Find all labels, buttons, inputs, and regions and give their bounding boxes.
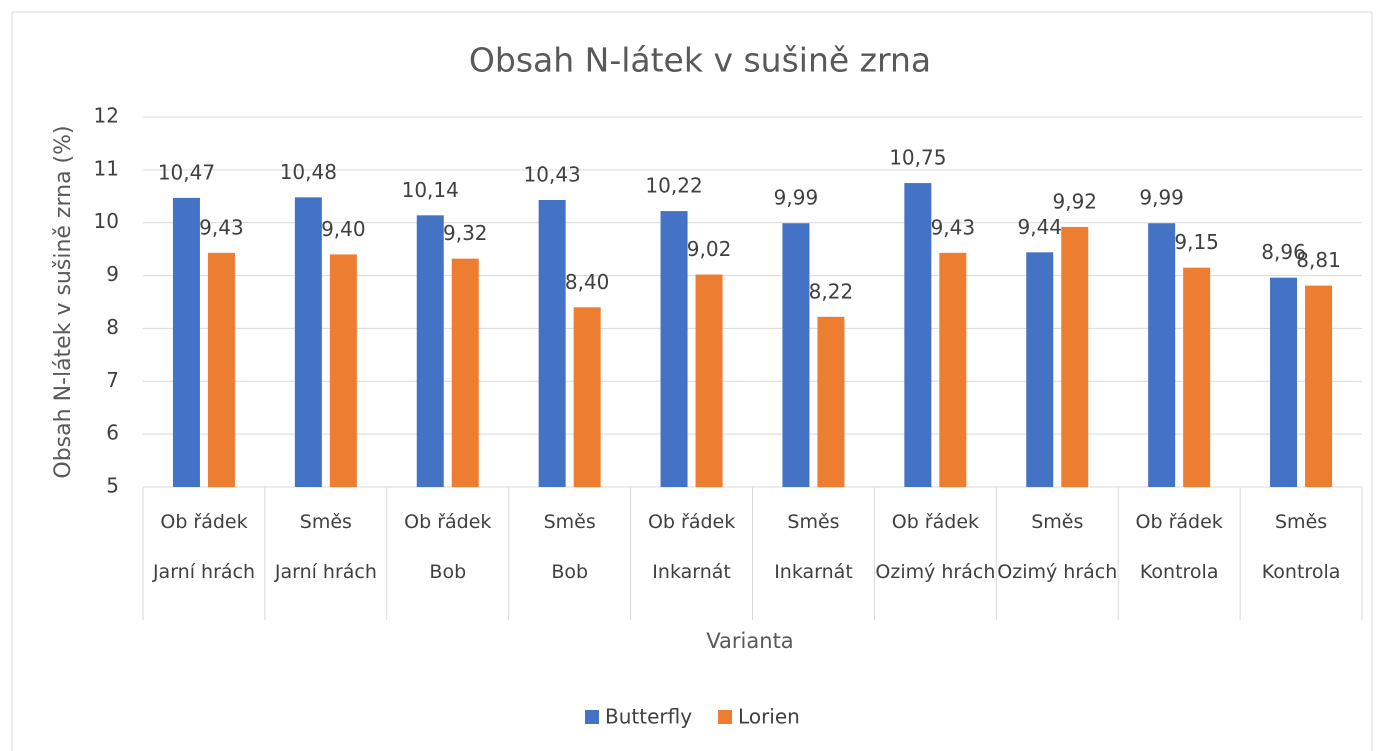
data-label: 9,02 xyxy=(687,237,732,261)
y-tick-label: 12 xyxy=(94,104,119,128)
bar xyxy=(1270,277,1298,487)
x-group-label: Kontrola xyxy=(1139,561,1219,583)
bar xyxy=(782,223,810,487)
x-group-label: Ozimý hrách xyxy=(997,561,1118,583)
data-label: 9,40 xyxy=(321,217,366,241)
data-label: 8,40 xyxy=(565,270,610,294)
data-label: 9,43 xyxy=(931,215,976,239)
bar xyxy=(294,197,322,488)
data-label: 8,22 xyxy=(809,279,854,303)
bar xyxy=(1183,267,1211,487)
data-label: 8,96 xyxy=(1261,240,1306,264)
x-tick-label: Směs xyxy=(299,511,352,533)
y-axis-label: Obsah N-látek v sušině zrna (%) xyxy=(51,125,76,478)
bar xyxy=(817,316,845,487)
x-tick-label: Ob řádek xyxy=(404,511,492,533)
bar xyxy=(1061,226,1089,487)
data-label: 10,22 xyxy=(645,174,702,198)
bar xyxy=(451,258,479,487)
bar xyxy=(695,274,723,487)
x-tick-label: Ob řádek xyxy=(647,511,736,533)
x-group-label: Jarní hrách xyxy=(152,561,256,583)
bar xyxy=(538,199,566,487)
chart-border xyxy=(11,11,1373,751)
bar xyxy=(329,254,357,487)
legend-swatch xyxy=(585,710,599,724)
chart-title: Obsah N-látek v sušině zrna xyxy=(469,41,931,80)
bar xyxy=(207,252,235,487)
bar xyxy=(904,183,932,488)
x-tick-label: Směs xyxy=(1031,511,1084,533)
data-label: 10,47 xyxy=(158,160,215,184)
bar xyxy=(939,252,967,487)
bar xyxy=(1305,285,1333,487)
x-tick-label: Směs xyxy=(543,511,596,533)
x-tick-label: Ob řádek xyxy=(1135,511,1223,533)
x-tick-label: Směs xyxy=(787,511,840,533)
x-group-label: Jarní hrách xyxy=(274,561,377,583)
bar xyxy=(1026,252,1054,487)
data-label: 10,75 xyxy=(889,146,946,170)
x-tick-label: Ob řádek xyxy=(891,511,980,533)
x-group-label: Bob xyxy=(551,561,589,583)
y-tick-label: 9 xyxy=(106,262,119,286)
y-tick-label: 8 xyxy=(106,315,119,339)
data-label: 10,48 xyxy=(280,160,337,184)
x-tick-label: Směs xyxy=(1275,511,1328,533)
data-label: 8,81 xyxy=(1296,248,1341,272)
bar xyxy=(172,197,200,487)
bar xyxy=(660,211,688,488)
legend-swatch xyxy=(718,710,733,724)
data-label: 9,32 xyxy=(443,221,488,245)
x-tick-label: Ob řádek xyxy=(160,511,248,533)
y-tick-label: 10 xyxy=(94,209,119,233)
bar xyxy=(416,215,444,488)
y-tick-label: 5 xyxy=(106,474,119,498)
data-label: 9,92 xyxy=(1052,189,1097,213)
y-tick-label: 7 xyxy=(106,368,119,392)
data-label: 9,99 xyxy=(1139,186,1184,210)
x-axis-label: Varianta xyxy=(706,629,793,653)
legend-label: Butterfly xyxy=(605,705,692,729)
y-tick-label: 6 xyxy=(106,421,119,445)
y-tick-label: 11 xyxy=(94,156,119,180)
data-label: 9,99 xyxy=(774,186,819,210)
data-label: 10,14 xyxy=(402,178,459,202)
legend-label: Lorien xyxy=(738,705,800,729)
x-group-label: Kontrola xyxy=(1261,561,1341,583)
x-group-label: Ozimý hrách xyxy=(875,561,996,583)
bar xyxy=(573,307,601,487)
x-group-label: Inkarnát xyxy=(774,561,853,583)
data-label: 9,43 xyxy=(199,215,244,239)
data-label: 9,15 xyxy=(1174,230,1219,254)
data-label: 10,43 xyxy=(524,162,581,186)
x-group-label: Bob xyxy=(429,561,467,583)
x-group-label: Inkarnát xyxy=(652,561,731,583)
data-label: 9,44 xyxy=(1017,215,1062,239)
bar xyxy=(1148,223,1176,487)
